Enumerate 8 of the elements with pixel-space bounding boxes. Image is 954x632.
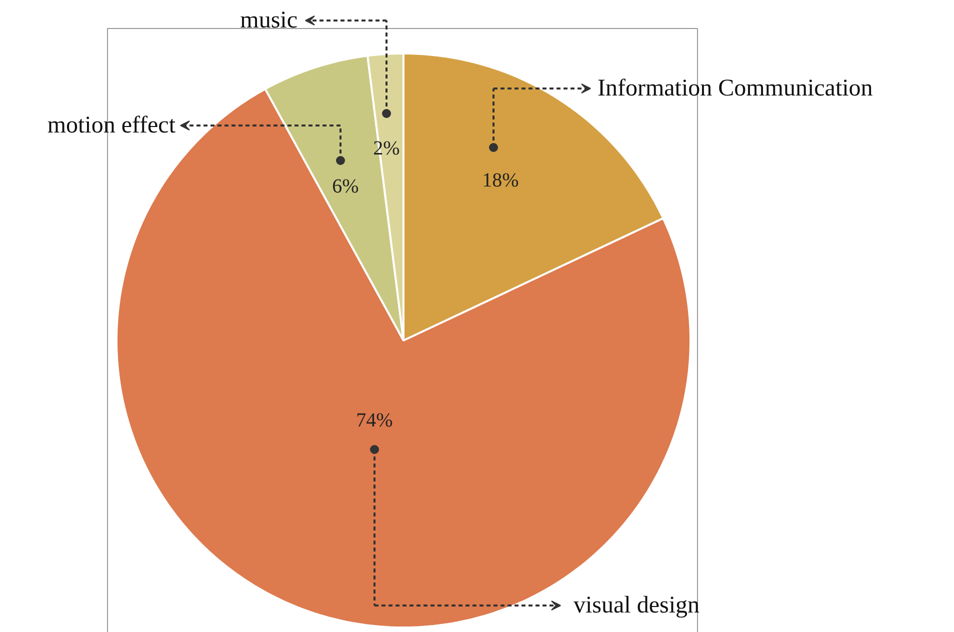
slice-label: motion effect xyxy=(47,112,176,138)
data-label: 18% xyxy=(482,170,519,192)
slice-label: Information Communication xyxy=(598,76,873,102)
data-label: 2% xyxy=(373,138,400,160)
slice-label: visual design xyxy=(574,592,700,618)
data-label: 6% xyxy=(332,176,359,198)
slice-label: music xyxy=(240,8,298,34)
data-label: 74% xyxy=(356,410,393,432)
